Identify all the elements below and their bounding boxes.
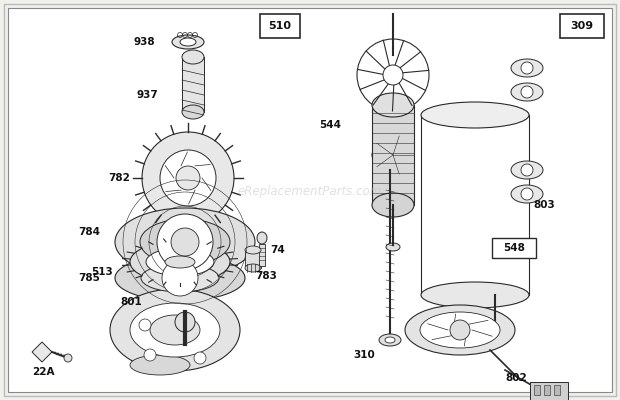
Text: 801: 801: [120, 297, 142, 307]
Text: 783: 783: [255, 271, 277, 281]
Ellipse shape: [511, 185, 543, 203]
Text: 310: 310: [353, 350, 375, 360]
Circle shape: [162, 260, 198, 296]
Ellipse shape: [140, 219, 230, 265]
Circle shape: [139, 319, 151, 331]
Ellipse shape: [150, 315, 200, 345]
Ellipse shape: [372, 193, 414, 217]
Bar: [492, 238, 536, 258]
Circle shape: [144, 349, 156, 361]
Circle shape: [521, 164, 533, 176]
Bar: [492, 38, 560, 238]
Bar: [544, 385, 550, 395]
Text: 510: 510: [268, 21, 291, 31]
Bar: [534, 385, 540, 395]
Ellipse shape: [130, 303, 220, 357]
Circle shape: [171, 228, 199, 256]
Text: 782: 782: [108, 173, 130, 183]
Circle shape: [64, 354, 72, 362]
Ellipse shape: [257, 232, 267, 244]
Ellipse shape: [372, 143, 414, 167]
Ellipse shape: [182, 50, 204, 64]
Ellipse shape: [421, 102, 529, 128]
Circle shape: [521, 62, 533, 74]
Bar: [182, 57, 204, 112]
Text: 74: 74: [270, 245, 285, 255]
Circle shape: [157, 214, 213, 270]
Ellipse shape: [172, 35, 204, 49]
Ellipse shape: [420, 312, 500, 348]
Ellipse shape: [511, 161, 543, 179]
Ellipse shape: [146, 248, 214, 276]
Ellipse shape: [385, 337, 395, 343]
Ellipse shape: [182, 105, 204, 119]
Text: 513: 513: [91, 267, 113, 277]
Bar: [560, 14, 604, 38]
Bar: [259, 244, 265, 266]
Circle shape: [142, 132, 234, 224]
Polygon shape: [32, 342, 52, 362]
Bar: [421, 115, 529, 295]
FancyBboxPatch shape: [320, 14, 488, 94]
Ellipse shape: [130, 355, 190, 375]
Bar: [554, 385, 560, 395]
Circle shape: [521, 188, 533, 200]
Ellipse shape: [421, 282, 529, 308]
Ellipse shape: [141, 264, 219, 292]
Text: 937: 937: [136, 90, 158, 100]
Circle shape: [175, 312, 195, 332]
Circle shape: [383, 65, 403, 85]
Text: 309: 309: [570, 21, 593, 31]
Circle shape: [450, 320, 470, 340]
Ellipse shape: [115, 255, 245, 301]
Ellipse shape: [130, 241, 230, 283]
Text: 22A: 22A: [32, 367, 55, 377]
Text: 802: 802: [505, 373, 527, 383]
Text: 784: 784: [78, 227, 100, 237]
Ellipse shape: [511, 83, 543, 101]
Circle shape: [521, 86, 533, 98]
Circle shape: [176, 166, 200, 190]
Ellipse shape: [165, 256, 195, 268]
Circle shape: [160, 150, 216, 206]
Circle shape: [194, 352, 206, 364]
Ellipse shape: [372, 93, 414, 117]
Bar: [260, 14, 300, 38]
Text: 803: 803: [533, 200, 555, 210]
Ellipse shape: [110, 289, 240, 371]
Bar: [55, 14, 292, 302]
Text: 548: 548: [503, 243, 525, 253]
Bar: [530, 382, 568, 400]
Text: 544: 544: [319, 120, 341, 130]
Text: 785: 785: [78, 273, 100, 283]
Ellipse shape: [405, 305, 515, 355]
Text: eReplacementParts.com: eReplacementParts.com: [238, 186, 382, 198]
Ellipse shape: [511, 59, 543, 77]
Ellipse shape: [245, 246, 261, 254]
Ellipse shape: [379, 334, 401, 346]
Text: 938: 938: [133, 37, 155, 47]
Ellipse shape: [245, 264, 261, 272]
Bar: [245, 250, 261, 268]
Ellipse shape: [115, 208, 255, 276]
Bar: [372, 105, 414, 205]
Ellipse shape: [386, 243, 400, 251]
Ellipse shape: [180, 38, 196, 46]
